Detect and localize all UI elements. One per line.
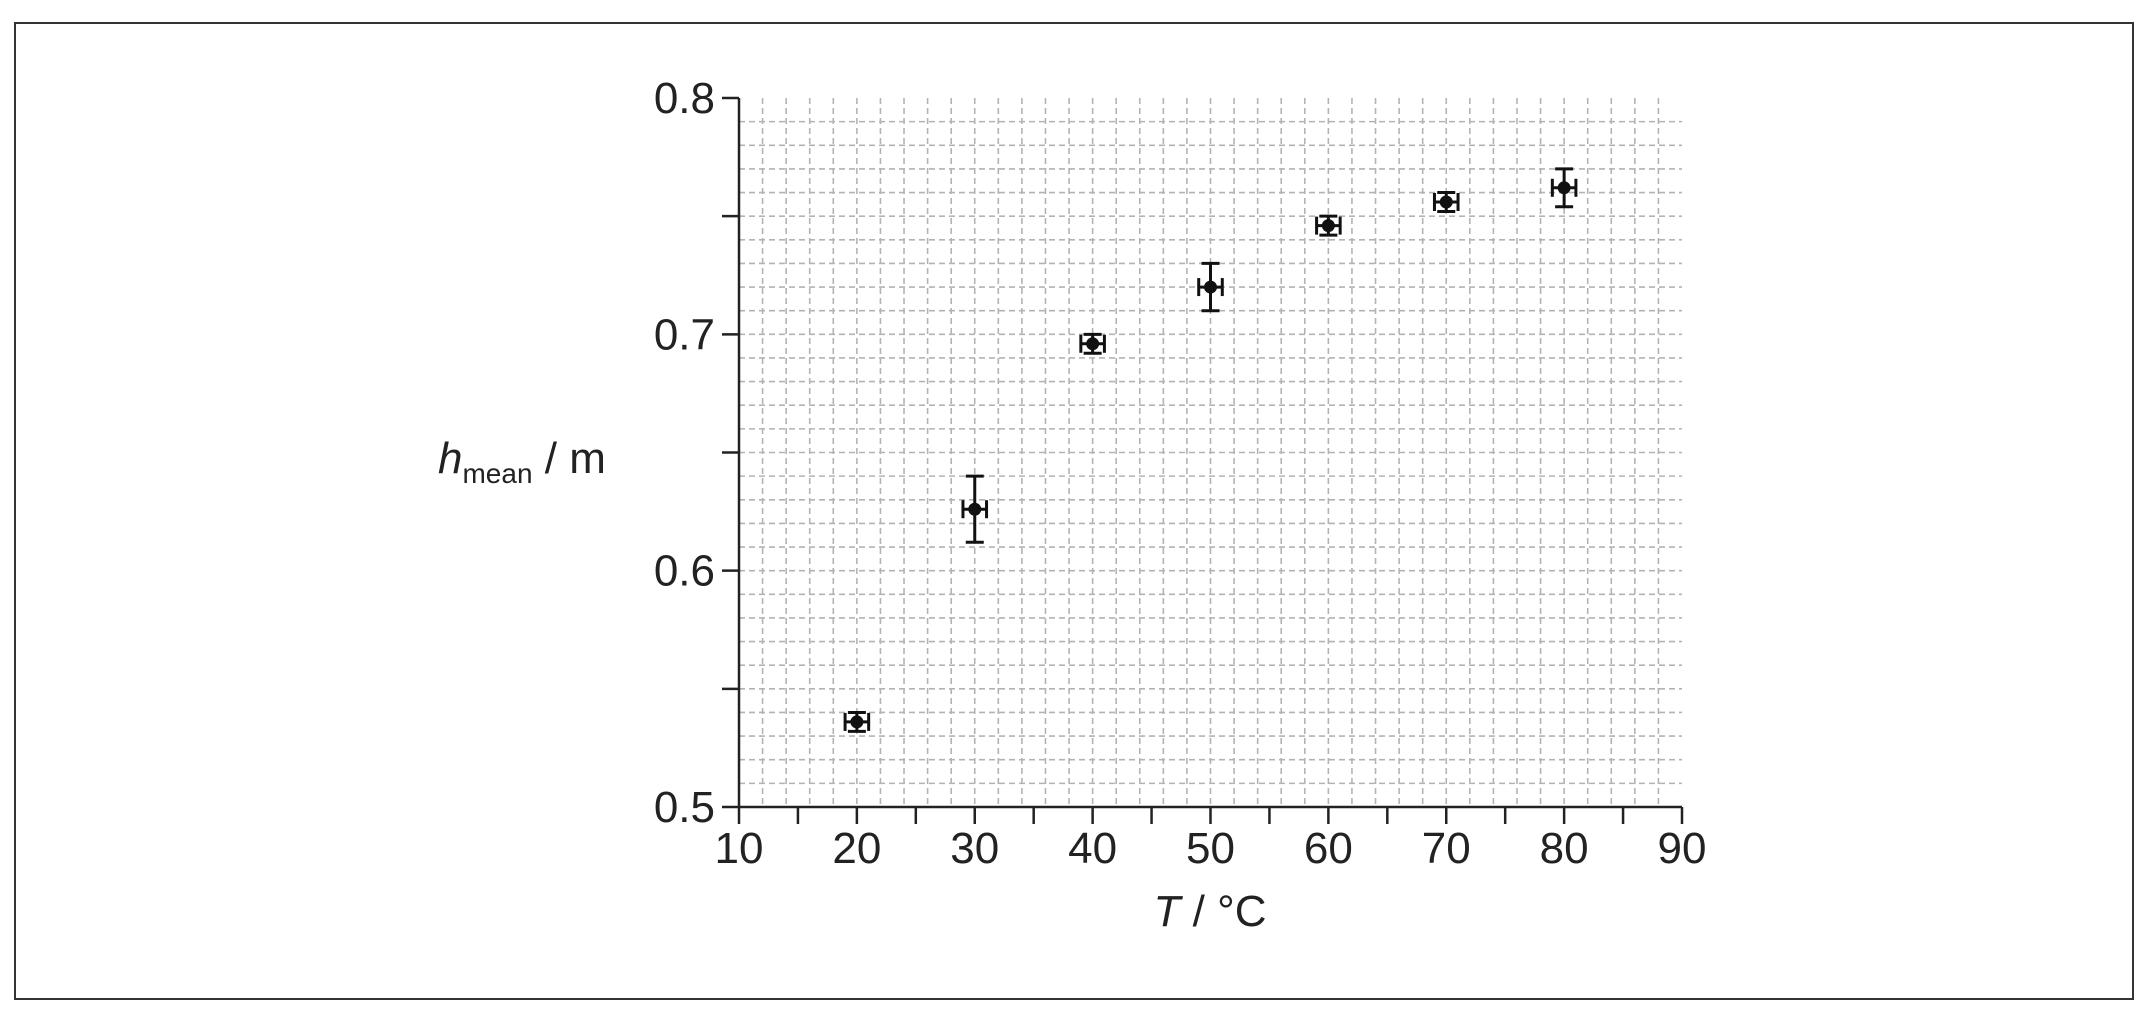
data-marker <box>850 715 864 729</box>
data-marker <box>968 502 982 516</box>
x-tick-label: 10 <box>715 824 764 873</box>
x-tick-label: 80 <box>1540 824 1589 873</box>
x-tick-label: 90 <box>1658 824 1707 873</box>
x-axis-label: T / °C <box>1154 887 1267 936</box>
grid <box>739 98 1682 807</box>
y-tick-label: 0.5 <box>654 783 715 832</box>
y-tick-label: 0.8 <box>654 74 715 123</box>
data-point <box>1550 167 1578 209</box>
y-axis-label: hmean / m <box>438 434 606 489</box>
figure-frame <box>14 22 2134 1000</box>
x-tick-label: 60 <box>1304 824 1353 873</box>
x-tick-label: 70 <box>1422 824 1471 873</box>
data-points <box>843 167 1578 733</box>
x-tick-label: 40 <box>1068 824 1117 873</box>
data-point <box>843 710 871 733</box>
data-marker <box>1321 219 1335 233</box>
data-marker <box>1439 195 1453 209</box>
data-point <box>1197 261 1224 313</box>
data-marker <box>1086 337 1100 351</box>
data-point <box>1079 332 1106 355</box>
y-tick-label: 0.7 <box>654 310 715 359</box>
x-tick-label: 30 <box>950 824 999 873</box>
data-point <box>1315 214 1342 237</box>
data-marker <box>1557 181 1571 195</box>
data-point <box>961 474 989 544</box>
data-point <box>1432 191 1460 213</box>
y-tick-label: 0.6 <box>654 547 715 596</box>
data-marker <box>1204 280 1217 294</box>
axes: 10 20 30 40 50 60 70 80 90 0.5 0.6 0.7 0.8 <box>654 74 1707 873</box>
x-tick-label: 20 <box>832 824 881 873</box>
x-tick-label: 50 <box>1186 824 1235 873</box>
